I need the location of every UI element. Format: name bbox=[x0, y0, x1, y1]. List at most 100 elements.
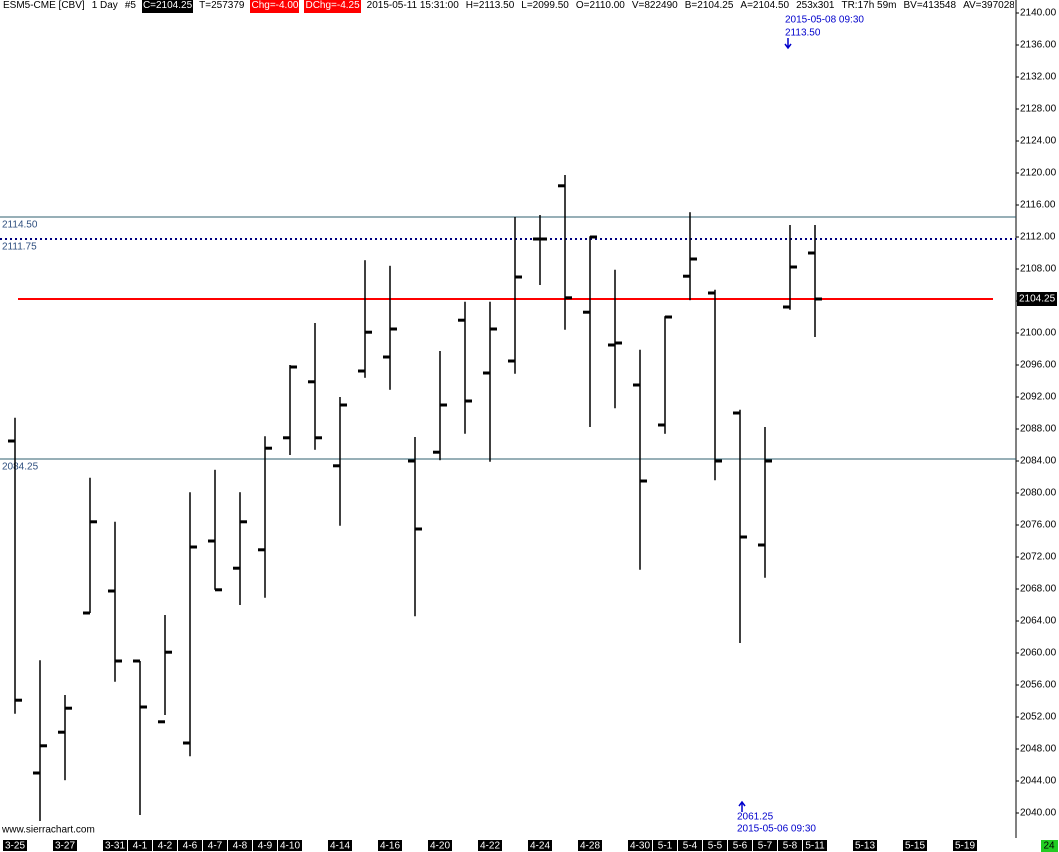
x-label-box bbox=[3, 840, 27, 851]
x-tick-label: 3-31 bbox=[105, 841, 125, 852]
y-tick-label: 2112.00 bbox=[1020, 232, 1056, 243]
x-label-box bbox=[53, 840, 77, 851]
level-label: 2111.75 bbox=[2, 242, 37, 253]
y-tick-label: 2040.00 bbox=[1020, 808, 1057, 819]
header-field: B=2104.25 bbox=[684, 0, 734, 11]
status-box bbox=[1041, 840, 1058, 852]
low-marker-arrow bbox=[738, 800, 746, 812]
x-label-box bbox=[153, 840, 177, 851]
x-tick-label: 5-11 bbox=[805, 841, 825, 852]
level-label: 2114.50 bbox=[2, 220, 38, 231]
header-field: C=2104.25 bbox=[141, 0, 194, 13]
x-tick-label: 4-30 bbox=[630, 841, 650, 852]
y-tick-label: 2116.00 bbox=[1020, 200, 1056, 211]
x-tick-label: 4-9 bbox=[258, 841, 273, 852]
x-tick-label: 3-25 bbox=[5, 841, 25, 852]
y-tick-label: 2060.00 bbox=[1020, 648, 1057, 659]
x-tick-label: 5-13 bbox=[855, 841, 875, 852]
x-tick-label: 4-14 bbox=[330, 841, 350, 852]
y-tick-label: 2100.00 bbox=[1020, 328, 1057, 339]
y-tick-label: 2136.00 bbox=[1020, 40, 1057, 51]
x-label-box bbox=[203, 840, 227, 851]
x-tick-label: 3-27 bbox=[55, 841, 75, 852]
y-tick-label: 2088.00 bbox=[1020, 424, 1057, 435]
x-label-box bbox=[678, 840, 702, 851]
y-tick-label: 2092.00 bbox=[1020, 392, 1057, 403]
y-tick-label: 2064.00 bbox=[1020, 616, 1057, 627]
x-label-box bbox=[103, 840, 127, 851]
header-field: DChg=-4.25 bbox=[304, 0, 361, 13]
x-tick-label: 5-6 bbox=[733, 841, 748, 852]
x-label-box bbox=[278, 840, 302, 851]
header-field: O=2110.00 bbox=[575, 0, 625, 11]
x-label-box bbox=[753, 840, 777, 851]
x-tick-label: 5-4 bbox=[683, 841, 698, 852]
x-label-box bbox=[428, 840, 452, 851]
x-tick-label: 4-2 bbox=[158, 841, 173, 852]
y-tick-label: 2140.00 bbox=[1020, 8, 1057, 19]
header-field: 253x301 bbox=[796, 0, 835, 11]
header-field: AV=397028 bbox=[963, 0, 1014, 11]
x-label-box bbox=[253, 840, 277, 851]
x-label-box bbox=[628, 840, 652, 851]
header-field: T=257379 bbox=[199, 0, 245, 11]
x-tick-label: 5-15 bbox=[905, 841, 925, 852]
x-tick-label: 4-24 bbox=[530, 841, 550, 852]
high-marker-arrow bbox=[784, 38, 792, 50]
header-field: V=822490 bbox=[631, 0, 678, 11]
high-marker-time: 2015-05-08 09:30 bbox=[785, 15, 864, 26]
x-tick-label: 4-10 bbox=[280, 841, 300, 852]
low-marker-time: 2015-05-06 09:30 bbox=[737, 824, 816, 835]
header-field: L=2099.50 bbox=[521, 0, 569, 11]
y-tick-label: 2084.00 bbox=[1020, 456, 1057, 467]
x-tick-label: 5-19 bbox=[955, 841, 975, 852]
header-field: H=2113.50 bbox=[465, 0, 515, 11]
header-field: Chg=-4.00 bbox=[250, 0, 300, 13]
watermark: www.sierrachart.com bbox=[1, 825, 95, 836]
header-field: BV=413548 bbox=[903, 0, 957, 11]
y-tick-label: 2076.00 bbox=[1020, 520, 1057, 531]
x-tick-label: 4-6 bbox=[183, 841, 198, 852]
y-tick-label: 2068.00 bbox=[1020, 584, 1057, 595]
status-label: 24 bbox=[1043, 841, 1055, 852]
header-field: A=2104.50 bbox=[740, 0, 790, 11]
header-field: #5 bbox=[124, 0, 136, 11]
x-label-box bbox=[653, 840, 677, 851]
x-tick-label: 4-28 bbox=[580, 841, 600, 852]
y-tick-label: 2124.00 bbox=[1020, 136, 1057, 147]
x-label-box bbox=[128, 840, 152, 851]
price-label: 2104.25 bbox=[1019, 294, 1056, 305]
y-tick-label: 2048.00 bbox=[1020, 744, 1057, 755]
x-tick-label: 5-8 bbox=[783, 841, 798, 852]
y-tick-label: 2072.00 bbox=[1020, 552, 1057, 563]
low-marker-label: 2061.25 bbox=[737, 812, 774, 823]
x-tick-label: 4-22 bbox=[480, 841, 500, 852]
y-tick-label: 2056.00 bbox=[1020, 680, 1057, 691]
price-label-box bbox=[1017, 292, 1057, 306]
x-tick-label: 4-8 bbox=[233, 841, 248, 852]
y-tick-label: 2128.00 bbox=[1020, 104, 1057, 115]
level-label: 2084.25 bbox=[2, 462, 39, 473]
x-label-box bbox=[853, 840, 877, 851]
header-field: ESM5-CME [CBV] bbox=[3, 0, 85, 11]
x-label-box bbox=[378, 840, 402, 851]
y-tick-label: 2052.00 bbox=[1020, 712, 1057, 723]
x-tick-label: 4-1 bbox=[133, 841, 148, 852]
x-tick-label: 4-16 bbox=[380, 841, 400, 852]
y-tick-label: 2132.00 bbox=[1020, 72, 1057, 83]
header-bar: ESM5-CME [CBV] 1 Day #5 C=2104.25 T=257379 Ch… bbox=[2, 0, 1014, 13]
x-label-box bbox=[728, 840, 752, 851]
x-label-box bbox=[703, 840, 727, 851]
x-tick-label: 5-7 bbox=[758, 841, 773, 852]
x-label-box bbox=[478, 840, 502, 851]
header-field: 1 Day bbox=[91, 0, 118, 11]
x-label-box bbox=[178, 840, 202, 851]
x-label-box bbox=[803, 840, 827, 851]
header-field: 2015-05-11 15:31:00 bbox=[366, 0, 459, 11]
y-tick-label: 2108.00 bbox=[1020, 264, 1057, 275]
x-label-box bbox=[903, 840, 927, 851]
y-tick-label: 2096.00 bbox=[1020, 360, 1057, 371]
x-tick-label: 4-7 bbox=[208, 841, 223, 852]
